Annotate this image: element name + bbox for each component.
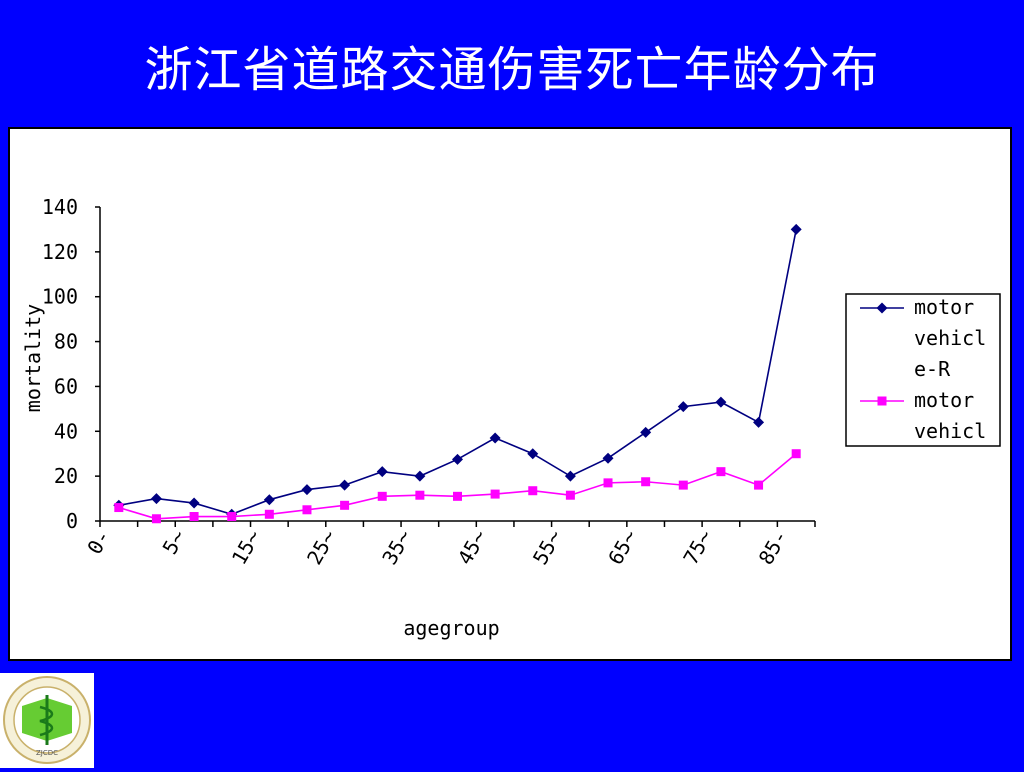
series-2: [114, 449, 801, 524]
data-point: [301, 484, 313, 496]
legend-label: motor: [914, 388, 974, 412]
data-point: [453, 491, 462, 501]
x-axis-title: agegroup: [403, 616, 499, 640]
data-point: [227, 512, 237, 522]
y-tick-label: 140: [42, 195, 78, 219]
data-point: [490, 489, 500, 499]
data-point: [189, 512, 199, 522]
data-point: [527, 448, 539, 460]
data-point: [264, 509, 274, 519]
data-point: [188, 497, 200, 509]
legend-marker: [876, 302, 888, 314]
x-tick-label: 5~: [158, 526, 191, 559]
data-point: [302, 505, 312, 515]
series-1: [113, 223, 802, 520]
x-tick-label: 15~: [227, 526, 266, 569]
data-point: [678, 480, 688, 490]
data-point: [565, 490, 575, 500]
data-point: [528, 486, 538, 496]
legend-label: motor: [914, 295, 974, 319]
data-point: [377, 491, 387, 501]
mortality-line-chart: 0 20 40 60 80 100 120 140 0- 5~ 15~ 25~ 35~ 45~ 55~ 65~…: [21, 195, 1001, 640]
legend-box: [845, 293, 1001, 447]
legend-label: vehicl: [914, 326, 986, 350]
data-point: [641, 477, 651, 487]
data-point: [564, 470, 576, 482]
y-tick-label: 0: [66, 509, 78, 533]
legend-label: e-R: [914, 357, 951, 381]
x-tick-label: 55~: [528, 526, 567, 569]
x-tick-label: 85-: [754, 526, 793, 569]
y-tick-label: 40: [54, 419, 78, 443]
x-tick-label: 35~: [377, 526, 416, 569]
x-tick-label: 25~: [302, 526, 341, 569]
data-point: [339, 479, 351, 491]
svg-text:ZJCDC: ZJCDC: [36, 749, 58, 757]
y-tick-label: 80: [54, 330, 78, 354]
data-point: [150, 493, 162, 505]
y-tick-label: 100: [42, 285, 78, 309]
data-point: [114, 503, 124, 513]
data-point: [790, 223, 802, 235]
data-point: [753, 416, 765, 428]
data-point: [414, 470, 426, 482]
legend-marker: [877, 396, 887, 406]
data-point: [640, 426, 652, 438]
data-point: [340, 500, 350, 510]
data-point: [263, 494, 275, 506]
zjcdc-logo: ZJCDC: [0, 673, 94, 768]
data-point: [677, 401, 689, 413]
legend-entry-2: motor vehicl: [860, 388, 986, 443]
x-tick-label: 45~: [453, 526, 492, 569]
y-tick-label: 120: [42, 240, 78, 264]
data-point: [715, 396, 727, 408]
data-point: [452, 453, 463, 465]
data-point: [603, 478, 613, 488]
legend-entry-1: motor vehicl e-R: [860, 295, 986, 381]
data-point: [716, 467, 726, 477]
slide-title: 浙江省道路交通伤害死亡年龄分布: [144, 42, 880, 98]
data-point: [151, 514, 161, 524]
y-axis-title: mortality: [21, 304, 45, 412]
data-point: [489, 432, 501, 444]
y-tick-label: 60: [54, 374, 78, 398]
legend: motor vehicl e-R motor vehicl: [845, 293, 1001, 447]
chart-panel: 0 20 40 60 80 100 120 140 0- 5~ 15~ 25~ 35~ 45~ 55~ 65~…: [8, 127, 1012, 661]
legend-label: vehicl: [914, 419, 986, 443]
series-layer: [113, 223, 802, 524]
y-tick-label: 20: [54, 464, 78, 488]
series-line: [118, 229, 797, 516]
x-tick-label: 0-: [82, 526, 115, 559]
axes: 0 20 40 60 80 100 120 140 0- 5~ 15~ 25~ 35~ 45~ 55~ 65~…: [42, 195, 816, 569]
data-point: [602, 452, 614, 464]
x-tick-label: 75~: [678, 526, 717, 569]
data-point: [754, 480, 764, 490]
data-point: [376, 466, 388, 478]
x-tick-label: 65~: [603, 526, 642, 569]
data-point: [791, 449, 801, 459]
data-point: [415, 490, 425, 500]
